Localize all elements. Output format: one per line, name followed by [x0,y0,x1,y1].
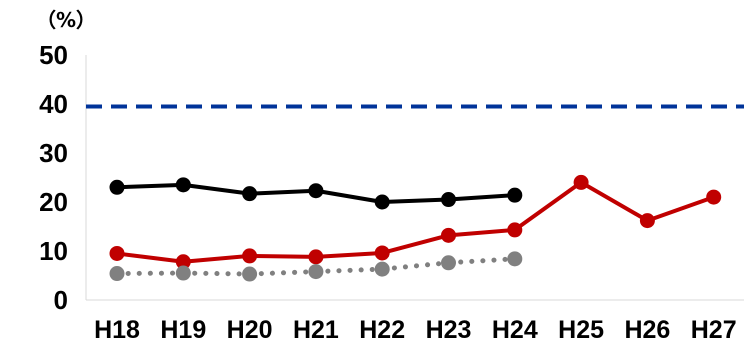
data-point [175,254,191,270]
y-tick-label: 20 [39,187,68,217]
x-tick-label: H23 [426,316,472,344]
data-point [242,186,258,202]
x-tick-label: H24 [492,316,538,344]
data-point [109,266,125,282]
y-tick-label: 50 [39,40,68,70]
x-tick-label: H19 [160,316,206,344]
data-point [507,251,523,267]
series-1 [109,177,523,210]
y-tick-label: 0 [54,285,68,315]
y-axis-unit-label: （%） [36,8,96,32]
data-point [175,265,191,281]
data-point [374,194,390,210]
data-point [706,189,722,205]
data-point [441,227,456,243]
x-tick-label: H21 [293,316,339,344]
data-point [374,261,390,277]
data-point [308,183,324,199]
data-point [109,245,125,261]
series-3 [109,251,523,282]
x-tick-label: H27 [691,316,737,344]
data-point [308,249,324,265]
data-point [242,266,258,282]
series-group [109,174,722,282]
series-line [115,180,716,264]
data-point [441,255,456,271]
x-axis-ticks: H18 H19 H20 H21 H22 H23 H24 H25 H26 H27 [94,316,737,344]
data-point [242,248,258,264]
y-axis-ticks: 50 40 30 20 10 0 [39,40,68,315]
y-tick-label: 30 [39,138,68,168]
data-point [308,264,324,280]
x-tick-label: H22 [359,316,405,344]
data-point [175,177,191,193]
data-point [507,222,523,238]
data-point [441,192,456,208]
series-2 [109,174,722,270]
x-tick-label: H26 [624,316,670,344]
data-point [507,187,523,203]
data-point [109,179,125,195]
data-point [374,245,390,261]
x-tick-label: H18 [94,316,140,344]
data-point [573,174,589,190]
x-tick-label: H25 [558,316,604,344]
y-tick-label: 10 [39,236,68,266]
data-point [639,213,655,229]
x-tick-label: H20 [227,316,273,344]
y-tick-label: 40 [39,89,68,119]
